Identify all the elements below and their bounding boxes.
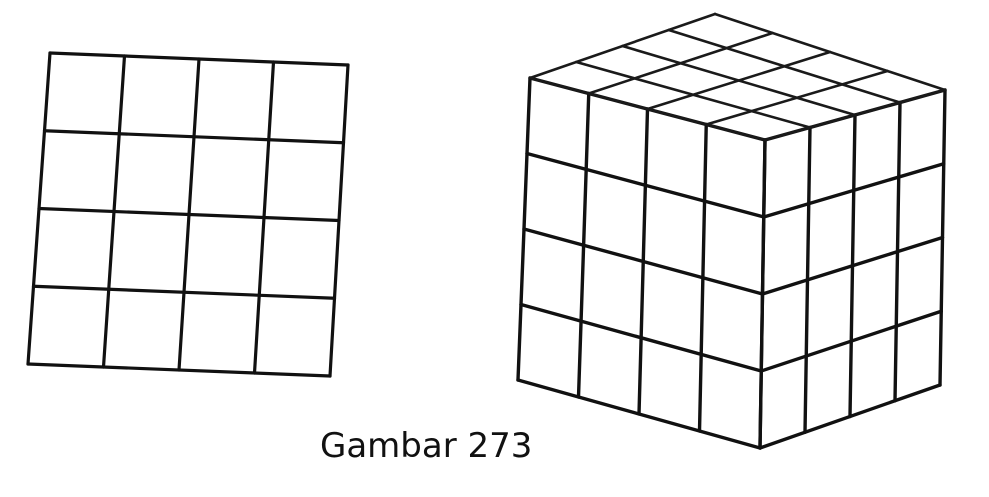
cube-front-hline [519,302,763,373]
cube-top-face [528,12,947,142]
flat-grid-hline [48,51,350,67]
cube-top-hline [574,60,812,129]
cube-top-hline [713,12,947,92]
cube-top-hline [528,76,767,142]
cube-side-hline [760,235,945,296]
flat-grid-hline [37,206,341,223]
figure-caption: Gambar 273 [320,426,533,466]
cube-front-hline [525,151,766,219]
cube-side-hline [758,383,942,450]
flat-grid-4x4 [26,51,350,378]
flat-grid-hline [31,284,337,300]
cube-side-hline [762,162,946,219]
cube-top-hline [621,44,857,117]
cube-front-hline [522,227,765,296]
cube-4x4x4 [516,12,947,450]
flat-grid-hline [26,362,332,378]
flat-grid-hline [42,129,346,145]
cube-right-face [758,88,947,450]
cube-top-hline [667,28,902,104]
cube-front-face [516,76,767,450]
cube-side-hline [759,309,943,373]
cube-front-hline [516,378,762,450]
